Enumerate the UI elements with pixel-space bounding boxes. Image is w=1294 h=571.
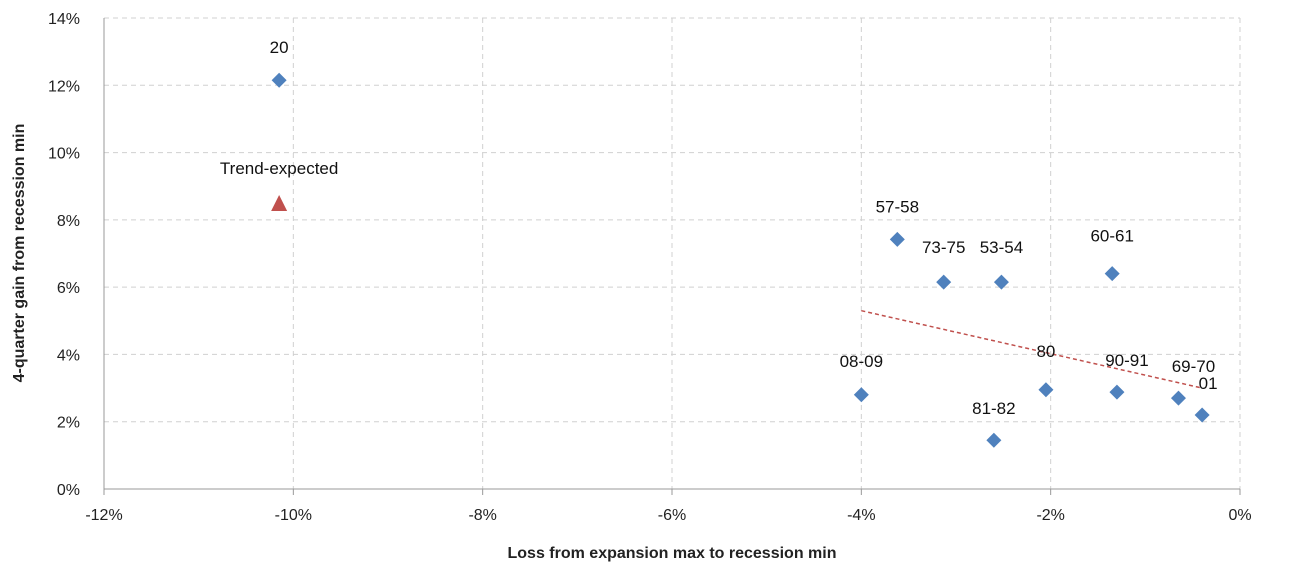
grid [103,17,1241,495]
point-label: 20 [270,38,289,57]
point-label: 53-54 [980,238,1023,257]
point-labels: 20 57-58 73-75 53-54 60-61 08-09 81-82 80 90-91 6… [220,38,1218,418]
y-tick-label: 0% [57,482,80,499]
y-tick-label: 4% [57,347,80,364]
x-tick-label: -8% [468,507,496,524]
y-tick-label: 14% [48,11,80,28]
trendline-layer [861,309,1203,389]
scatter-point [889,231,905,247]
scatter-point [1038,382,1054,398]
scatter-point [1109,384,1125,400]
trendline [861,309,1203,389]
point-label: 90-91 [1105,351,1148,370]
y-axis-title: 4-quarter gain from recession min [11,124,28,383]
point-label: 69-70 [1172,357,1215,376]
scatter-point [936,274,952,290]
y-tick-label: 12% [48,78,80,95]
y-tick-label: 2% [57,415,80,432]
tick-labels: 0% 2% 4% 6% 8% 10% 12% 14% -12% -10% -8% -6% -4% -2% 0… [48,11,1252,524]
x-tick-label: -4% [847,507,875,524]
point-label: 60-61 [1090,227,1133,246]
point-label: 81-82 [972,399,1015,418]
scatter-point [853,387,869,403]
x-tick-label: -6% [658,507,686,524]
point-label: 01 [1199,374,1218,393]
trend-expected-point [271,195,288,212]
y-tick-label: 8% [57,213,80,230]
scatter-point [1104,266,1120,282]
point-label: 57-58 [876,197,919,216]
scatter-point [993,274,1009,290]
y-tick-label: 6% [57,280,80,297]
y-tick-label: 10% [48,146,80,163]
x-tick-label: -12% [85,507,122,524]
x-tick-label: -2% [1036,507,1064,524]
point-label: Trend-expected [220,159,338,178]
x-tick-label: 0% [1228,507,1251,524]
x-axis-title: Loss from expansion max to recession min [508,545,837,562]
point-label: 80 [1036,342,1055,361]
data-points [271,72,1210,448]
scatter-point [1170,390,1186,406]
point-label: 08-09 [840,352,883,371]
scatter-point [271,72,287,88]
scatter-point [986,432,1002,448]
x-tick-label: -10% [275,507,312,524]
scatter-point [1194,407,1210,423]
point-label: 73-75 [922,238,965,257]
